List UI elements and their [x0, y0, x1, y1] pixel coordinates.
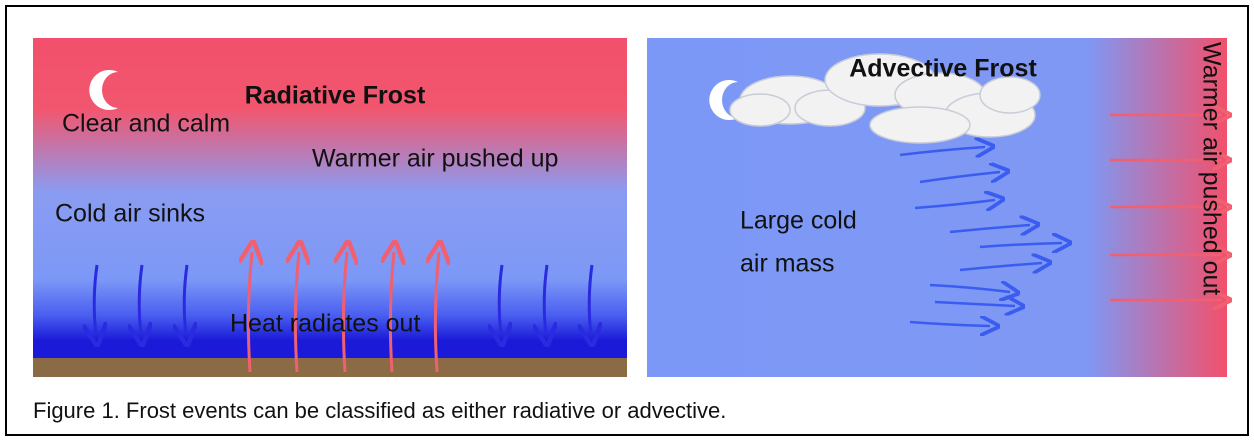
label: Warmer air pushed up [312, 145, 558, 173]
page: Radiative Frost Clear and calm Warmer ai… [0, 0, 1254, 441]
panel-title: Radiative Frost [245, 82, 426, 110]
label: air mass [740, 250, 834, 278]
label: Warmer air pushed out [1197, 42, 1225, 295]
caption: Figure 1. Frost events can be classified… [33, 398, 726, 423]
advective-panel: Advective Frost Large cold air mass Warm… [647, 38, 1227, 377]
ground [33, 358, 627, 377]
label: Large cold [740, 207, 857, 235]
radiative-panel: Radiative Frost Clear and calm Warmer ai… [33, 38, 627, 377]
label: Clear and calm [62, 110, 230, 138]
label: Cold air sinks [55, 200, 205, 228]
figure: Radiative Frost Clear and calm Warmer ai… [0, 0, 1254, 441]
panel-title: Advective Frost [849, 55, 1037, 83]
label: Heat radiates out [230, 310, 420, 338]
